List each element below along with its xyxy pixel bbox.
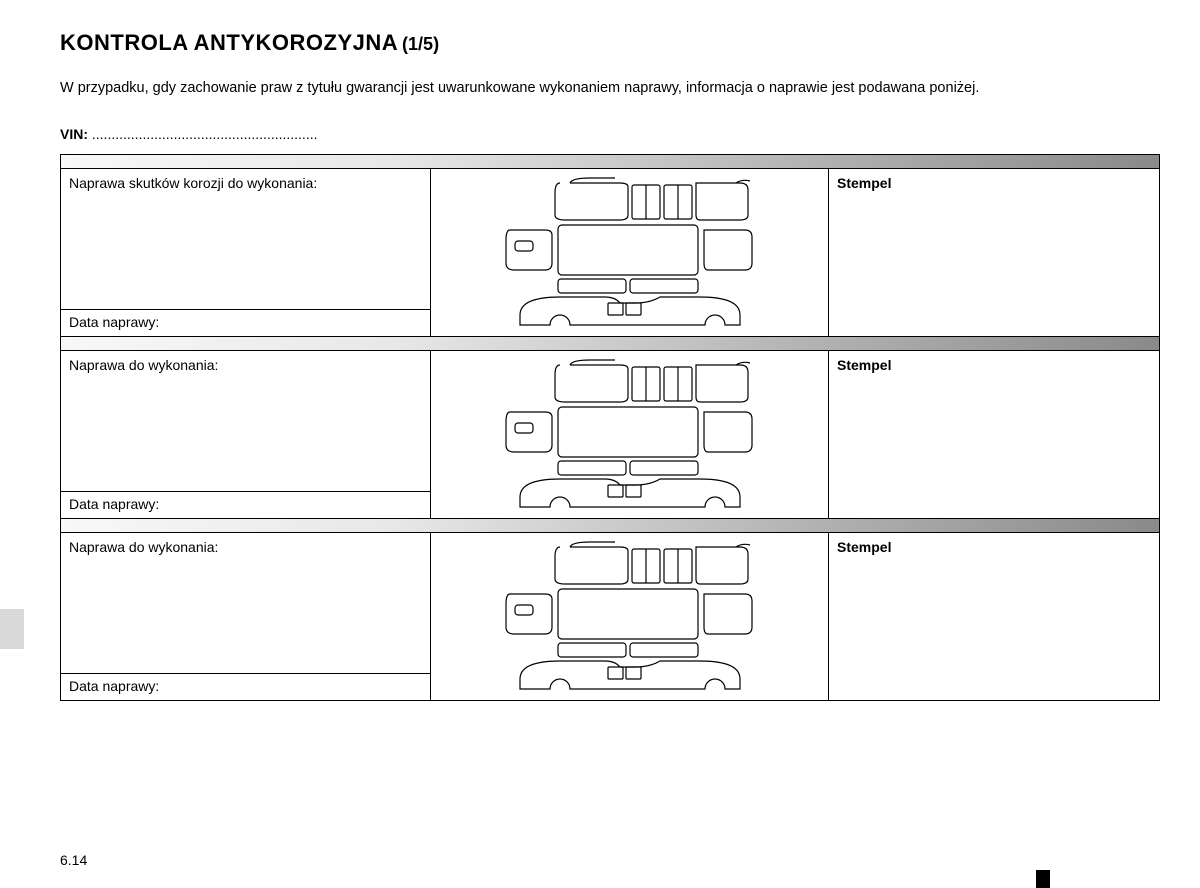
registration-mark	[1036, 870, 1050, 888]
date-label: Data naprawy:	[69, 678, 159, 694]
separator-bar	[61, 519, 1159, 533]
table-row: Naprawa do wykonania: Data naprawy:	[61, 351, 1159, 519]
repair-cell: Naprawa do wykonania:	[61, 351, 430, 492]
stamp-cell: Stempel	[829, 169, 1159, 336]
date-cell: Data naprawy:	[61, 674, 430, 700]
stamp-label: Stempel	[837, 175, 891, 191]
page-content: KONTROLA ANTYKOROZYJNA (1/5) W przypadku…	[0, 0, 1200, 701]
page-title-counter: (1/5)	[402, 34, 439, 54]
corrosion-table: Naprawa skutków korozji do wykonania: Da…	[60, 154, 1160, 701]
stamp-cell: Stempel	[829, 533, 1159, 700]
stamp-cell: Stempel	[829, 351, 1159, 518]
repair-label: Naprawa skutków korozji do wykonania:	[69, 175, 317, 191]
date-label: Data naprawy:	[69, 496, 159, 512]
page-number: 6.14	[60, 852, 87, 868]
page-title: KONTROLA ANTYKOROZYJNA	[60, 30, 398, 55]
car-diagram-icon	[500, 357, 760, 512]
vin-label: VIN:	[60, 126, 88, 142]
separator-bar	[61, 337, 1159, 351]
stamp-label: Stempel	[837, 357, 891, 373]
diagram-cell	[431, 533, 829, 700]
table-row: Naprawa skutków korozji do wykonania: Da…	[61, 169, 1159, 337]
date-label: Data naprawy:	[69, 314, 159, 330]
date-cell: Data naprawy:	[61, 492, 430, 518]
vin-field: VIN: ...................................…	[60, 126, 1160, 142]
vin-dots: ........................................…	[88, 126, 318, 142]
repair-label: Naprawa do wykonania:	[69, 539, 218, 555]
car-diagram-icon	[500, 539, 760, 694]
date-cell: Data naprawy:	[61, 310, 430, 336]
car-diagram-icon	[500, 175, 760, 330]
page-title-row: KONTROLA ANTYKOROZYJNA (1/5)	[60, 30, 1160, 56]
separator-bar	[61, 155, 1159, 169]
diagram-cell	[431, 351, 829, 518]
stamp-label: Stempel	[837, 539, 891, 555]
table-row: Naprawa do wykonania: Data naprawy:	[61, 533, 1159, 700]
side-tab	[0, 609, 24, 649]
intro-paragraph: W przypadku, gdy zachowanie praw z tytuł…	[60, 80, 1160, 96]
repair-cell: Naprawa skutków korozji do wykonania:	[61, 169, 430, 310]
repair-label: Naprawa do wykonania:	[69, 357, 218, 373]
repair-cell: Naprawa do wykonania:	[61, 533, 430, 674]
diagram-cell	[431, 169, 829, 336]
